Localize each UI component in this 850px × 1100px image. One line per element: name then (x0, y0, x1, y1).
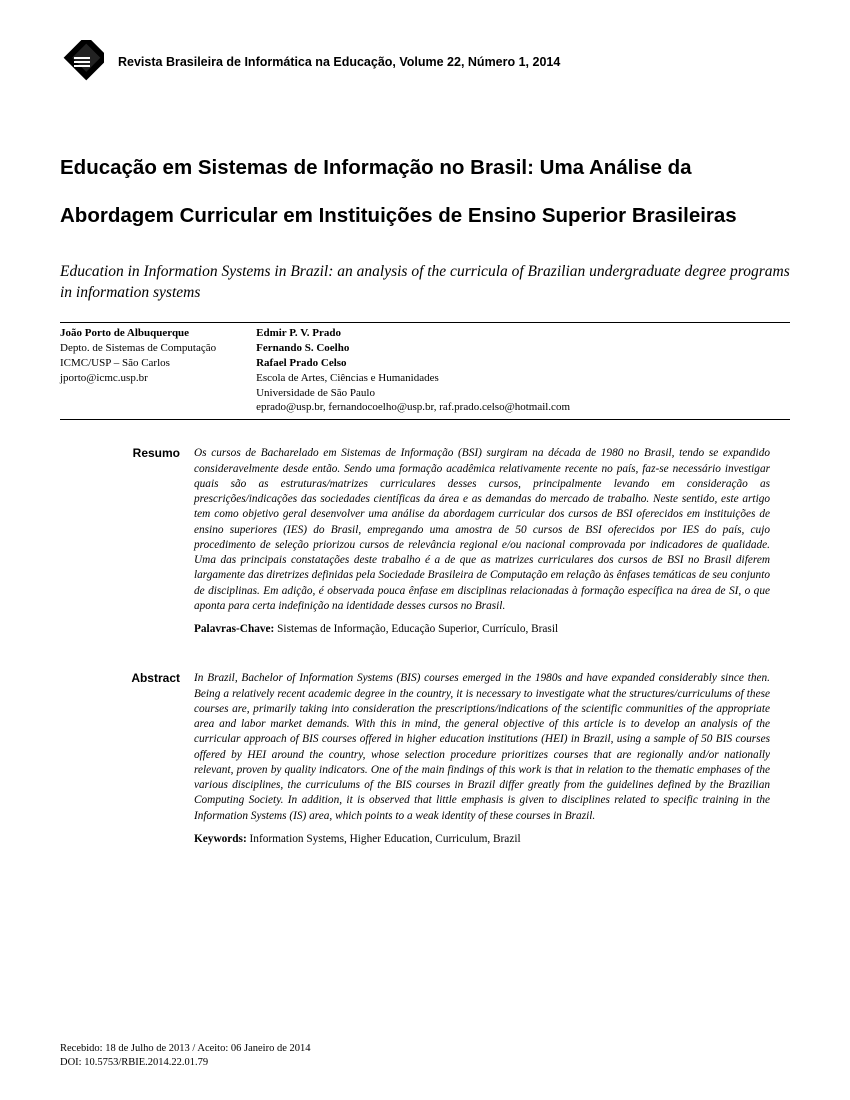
abstract-label: Abstract (110, 671, 194, 847)
keywords-label: Palavras-Chave: (194, 623, 274, 635)
resumo-body: Os cursos de Bacharelado em Sistemas de … (194, 446, 790, 637)
divider-top (60, 322, 790, 323)
journal-logo-icon (60, 40, 104, 84)
divider-bottom (60, 419, 790, 420)
author-name: João Porto de Albuquerque (60, 326, 216, 341)
author-email: jporto@icmc.usp.br (60, 371, 216, 386)
keywords: Keywords: Information Systems, Higher Ed… (194, 832, 770, 847)
resumo-label: Resumo (110, 446, 194, 637)
resumo-section: Resumo Os cursos de Bacharelado em Siste… (60, 446, 790, 637)
palavras-chave: Palavras-Chave: Sistemas de Informação, … (194, 622, 770, 637)
author-name: Fernando S. Coelho (256, 341, 570, 356)
authors-block: João Porto de Albuquerque Depto. de Sist… (60, 326, 790, 415)
doi: DOI: 10.5753/RBIE.2014.22.01.79 (60, 1056, 311, 1070)
journal-title: Revista Brasileira de Informática na Edu… (118, 55, 560, 69)
article-title-english: Education in Information Systems in Braz… (60, 262, 790, 304)
author-name: Edmir P. V. Prado (256, 326, 570, 341)
abstract-body: In Brazil, Bachelor of Information Syste… (194, 671, 790, 847)
header: Revista Brasileira de Informática na Edu… (60, 40, 790, 84)
author-affiliation: ICMC/USP – São Carlos (60, 356, 216, 371)
article-title-portuguese: Educação em Sistemas de Informação no Br… (60, 144, 790, 240)
abstract-section: Abstract In Brazil, Bachelor of Informat… (60, 671, 790, 847)
abstract-text: In Brazil, Bachelor of Information Syste… (194, 672, 770, 821)
author-affiliation: Escola de Artes, Ciências e Humanidades (256, 371, 570, 386)
author-column-2: Edmir P. V. Prado Fernando S. Coelho Raf… (256, 326, 570, 415)
received-accepted-dates: Recebido: 18 de Julho de 2013 / Aceito: … (60, 1042, 311, 1056)
author-name: Rafael Prado Celso (256, 356, 570, 371)
author-affiliation: Depto. de Sistemas de Computação (60, 341, 216, 356)
keywords-text: Sistemas de Informação, Educação Superio… (274, 623, 558, 635)
author-column-1: João Porto de Albuquerque Depto. de Sist… (60, 326, 216, 415)
resumo-text: Os cursos de Bacharelado em Sistemas de … (194, 447, 770, 612)
keywords-label: Keywords: (194, 833, 247, 845)
keywords-text: Information Systems, Higher Education, C… (247, 833, 521, 845)
author-email: eprado@usp.br, fernandocoelho@usp.br, ra… (256, 400, 570, 415)
footer: Recebido: 18 de Julho de 2013 / Aceito: … (60, 1042, 311, 1070)
author-affiliation: Universidade de São Paulo (256, 386, 570, 401)
